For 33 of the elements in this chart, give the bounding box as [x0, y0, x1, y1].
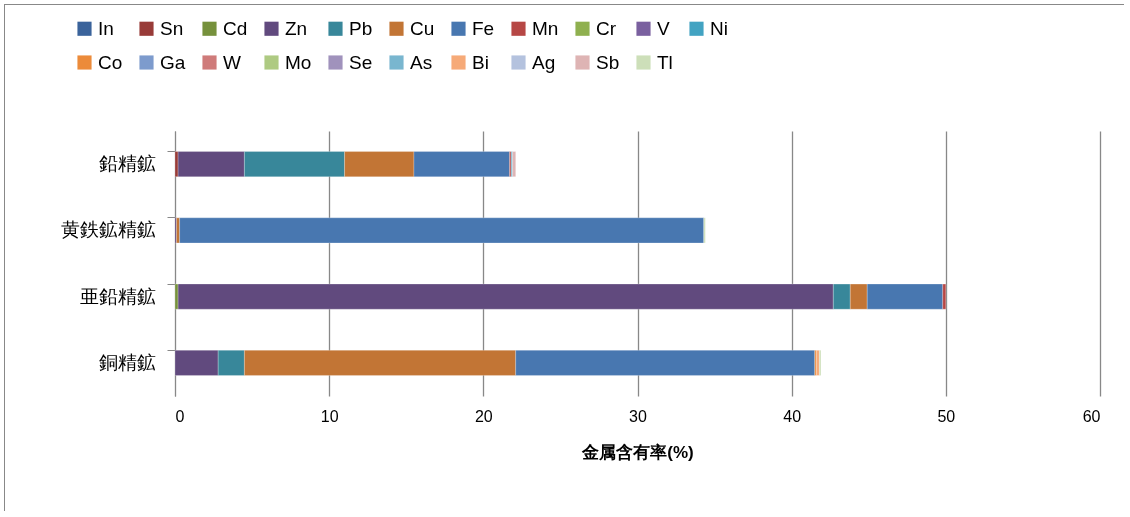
legend-label: As	[410, 51, 433, 73]
x-tick-label: 0	[175, 407, 185, 425]
x-tick-label: 60	[1082, 407, 1101, 425]
x-tick-label: 40	[783, 407, 802, 425]
legend-label: Ni	[710, 17, 728, 39]
legend-label: Se	[349, 51, 373, 73]
legend-label: Mo	[285, 51, 312, 73]
legend-label: Ga	[160, 51, 186, 73]
legend-label: Tl	[657, 51, 673, 73]
legend-label: Pb	[349, 17, 373, 39]
x-tick-label: 30	[629, 407, 647, 425]
legend-label: Fe	[472, 17, 495, 39]
legend-label: W	[223, 51, 241, 73]
legend-label: In	[98, 17, 114, 39]
x-tick-label: 20	[474, 407, 493, 425]
y-tick-label: 銅精鉱	[98, 351, 156, 373]
y-tick-label: 亜鉛精鉱	[79, 285, 156, 307]
legend-label: Bi	[472, 51, 489, 73]
legend-label: Mn	[532, 17, 559, 39]
legend-label: Cr	[596, 17, 617, 39]
legend-label: Sb	[596, 51, 620, 73]
x-tick-label: 10	[320, 407, 339, 425]
legend-label: Cu	[410, 17, 435, 39]
legend-label: V	[657, 17, 670, 39]
x-tick-label: 50	[937, 407, 956, 425]
legend-label: Co	[98, 51, 123, 73]
legend-label: Sn	[160, 17, 184, 39]
legend-label: Zn	[285, 17, 308, 39]
x-axis-title: 金属含有率(%)	[581, 442, 694, 462]
y-tick-label: 鉛精鉱	[98, 153, 156, 175]
legend-label: Ag	[532, 51, 556, 73]
legend-label: Cd	[223, 17, 248, 39]
y-tick-label: 黄鉄鉱精鉱	[60, 219, 156, 241]
